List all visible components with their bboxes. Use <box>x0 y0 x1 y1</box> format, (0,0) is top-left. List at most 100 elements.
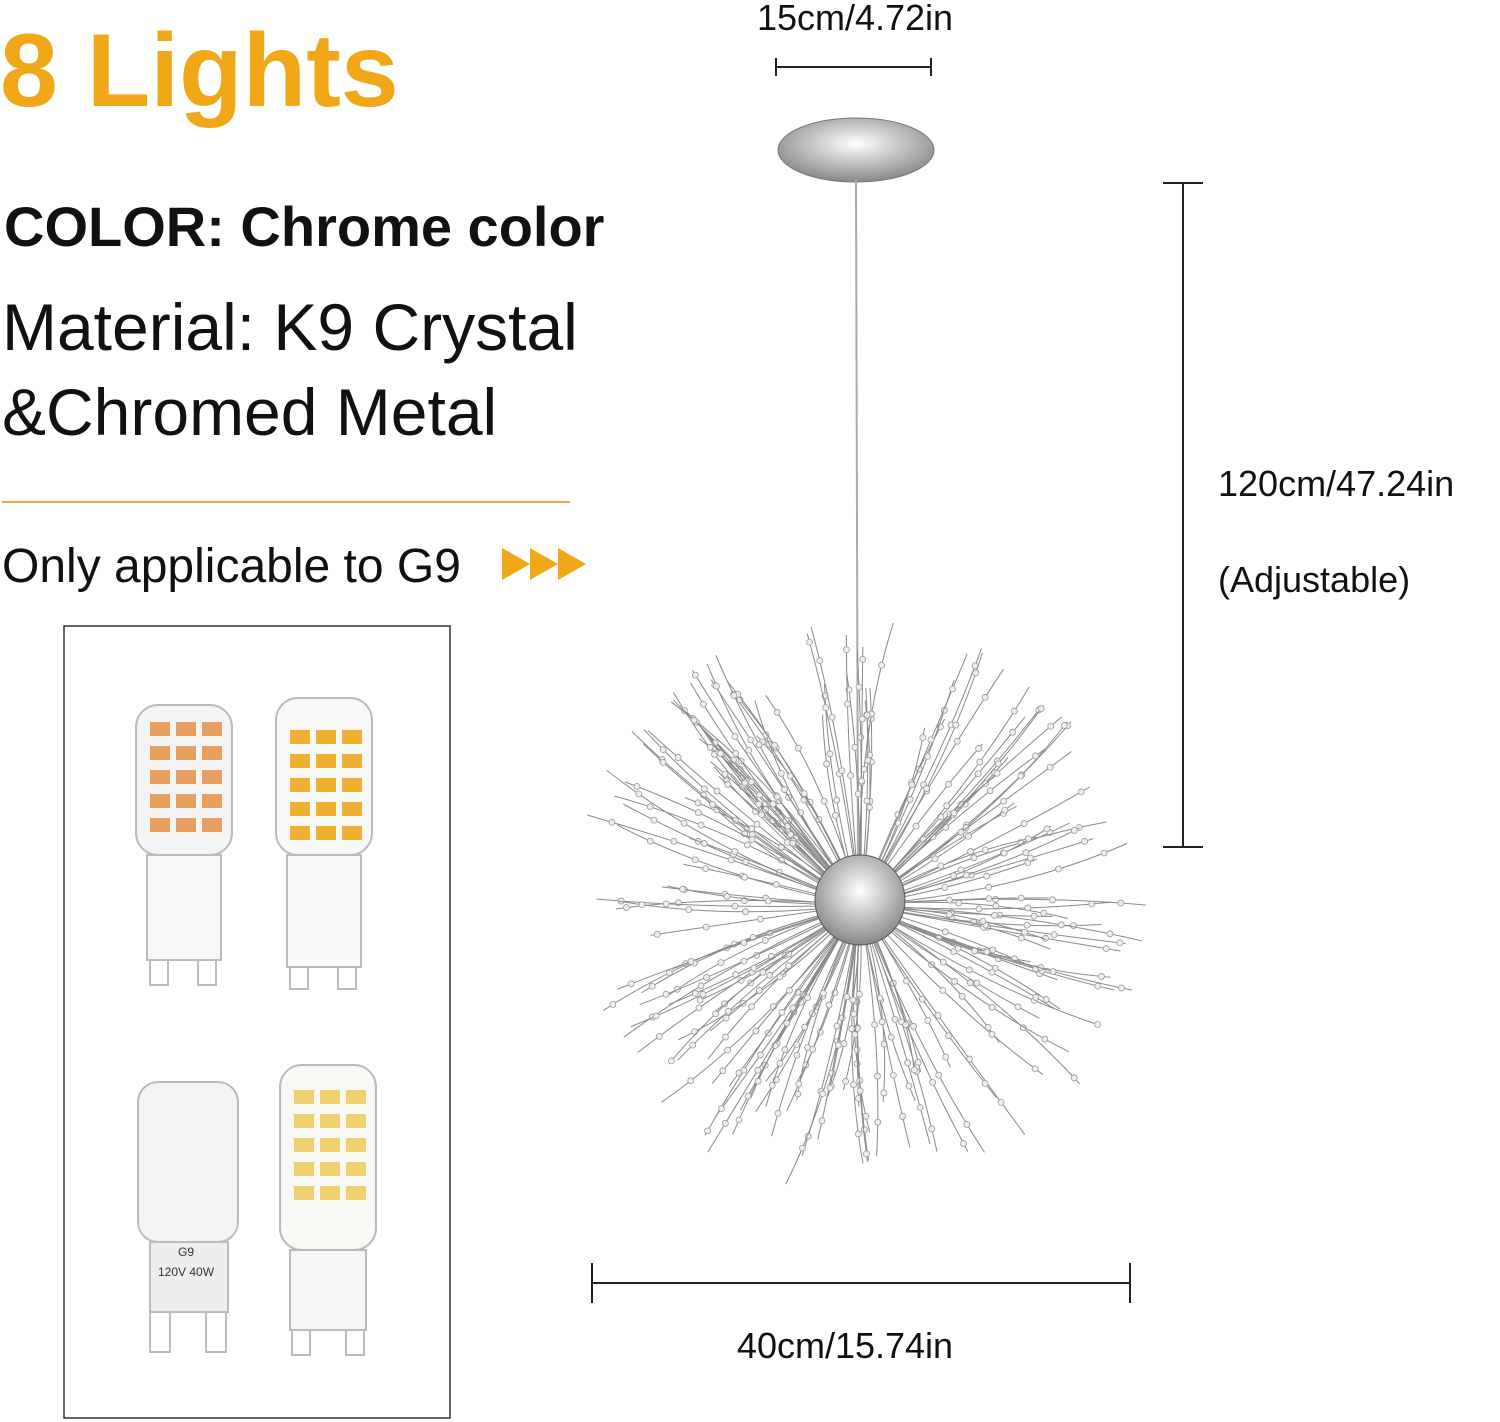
crystal <box>1027 854 1034 862</box>
crystal <box>957 801 965 808</box>
crystal <box>991 911 998 919</box>
crystal <box>946 896 953 904</box>
led <box>176 722 196 736</box>
led <box>150 770 170 784</box>
crystal <box>816 657 824 665</box>
crystal <box>646 837 654 845</box>
crystal <box>855 683 863 691</box>
crystal <box>838 767 846 775</box>
crystal <box>809 1045 817 1053</box>
crystal <box>1030 912 1038 920</box>
dimension-lines <box>591 58 1203 1303</box>
crystal <box>863 797 871 805</box>
crystal <box>754 1066 762 1074</box>
crystal <box>916 1104 924 1111</box>
crystal <box>670 837 678 845</box>
crystal <box>823 760 831 768</box>
crystal <box>704 1127 711 1135</box>
crystal <box>776 1060 784 1067</box>
crystal <box>795 1080 803 1088</box>
crystal <box>762 806 769 814</box>
crystal <box>981 846 989 854</box>
crystal <box>992 902 1000 910</box>
crystal <box>1077 788 1085 796</box>
crystal <box>679 885 687 893</box>
crystal <box>874 1118 882 1126</box>
crystal <box>727 856 735 864</box>
crystal <box>755 800 763 808</box>
bulb-label: G9 <box>178 1245 194 1259</box>
crystal <box>866 804 873 811</box>
led <box>294 1162 314 1176</box>
crystal <box>943 802 951 810</box>
crystal <box>966 979 974 987</box>
led <box>290 754 310 768</box>
crystal <box>747 736 755 744</box>
crystal <box>847 772 854 779</box>
crystal <box>1017 894 1025 902</box>
crystal <box>853 1046 861 1054</box>
crystal <box>685 906 693 914</box>
crystal <box>721 1000 729 1008</box>
crystal <box>777 769 785 777</box>
crystal <box>1009 728 1016 736</box>
crystal <box>1032 993 1040 1001</box>
crystal <box>741 779 749 787</box>
crystal <box>713 787 721 795</box>
led <box>346 1138 366 1152</box>
crystal <box>941 884 949 891</box>
crystal <box>794 744 802 752</box>
material-spec: Material: K9 Crystal <box>2 290 578 364</box>
crystal <box>709 800 716 808</box>
center-sphere <box>814 854 906 946</box>
crystal <box>653 930 661 938</box>
crystal <box>806 638 813 646</box>
crystal <box>691 856 699 864</box>
crystal <box>773 793 781 801</box>
crystal <box>965 832 972 840</box>
crystal <box>655 1033 663 1040</box>
crystal <box>787 831 794 838</box>
crystal <box>851 743 859 751</box>
crystal <box>769 800 777 808</box>
led <box>320 1114 340 1128</box>
crystal <box>759 968 767 976</box>
led <box>342 730 362 744</box>
crystal <box>609 1000 617 1008</box>
crystal <box>858 715 866 723</box>
crystal <box>700 785 708 793</box>
crystal <box>659 758 667 766</box>
crystal <box>941 928 949 936</box>
crystal <box>871 1021 879 1029</box>
height-dim: 120cm/47.24in <box>1218 463 1454 504</box>
crystal <box>864 756 872 764</box>
crystal <box>753 820 761 828</box>
crystal <box>608 818 616 826</box>
canopy <box>777 117 935 183</box>
crystal <box>919 734 927 741</box>
crystal <box>652 1012 660 1020</box>
crystal <box>662 900 670 908</box>
crystal <box>993 769 1001 777</box>
crystal <box>781 1046 789 1054</box>
crystal <box>635 790 643 798</box>
crystal <box>800 790 808 797</box>
crystal <box>950 809 958 817</box>
led <box>294 1090 314 1104</box>
crystal <box>754 1077 762 1085</box>
crystal <box>952 721 960 729</box>
crystal <box>694 799 702 807</box>
crystal <box>997 1098 1005 1106</box>
crystal <box>863 1150 870 1158</box>
crystal <box>929 1079 937 1086</box>
crystal <box>963 1120 971 1128</box>
crystal <box>910 1022 917 1030</box>
crystal <box>662 990 670 998</box>
crystal <box>850 1010 858 1018</box>
led <box>316 826 336 840</box>
crystal <box>695 1004 703 1012</box>
led <box>346 1114 366 1128</box>
crystal <box>840 1040 848 1047</box>
crystal <box>717 959 725 967</box>
crystal <box>891 1015 899 1023</box>
